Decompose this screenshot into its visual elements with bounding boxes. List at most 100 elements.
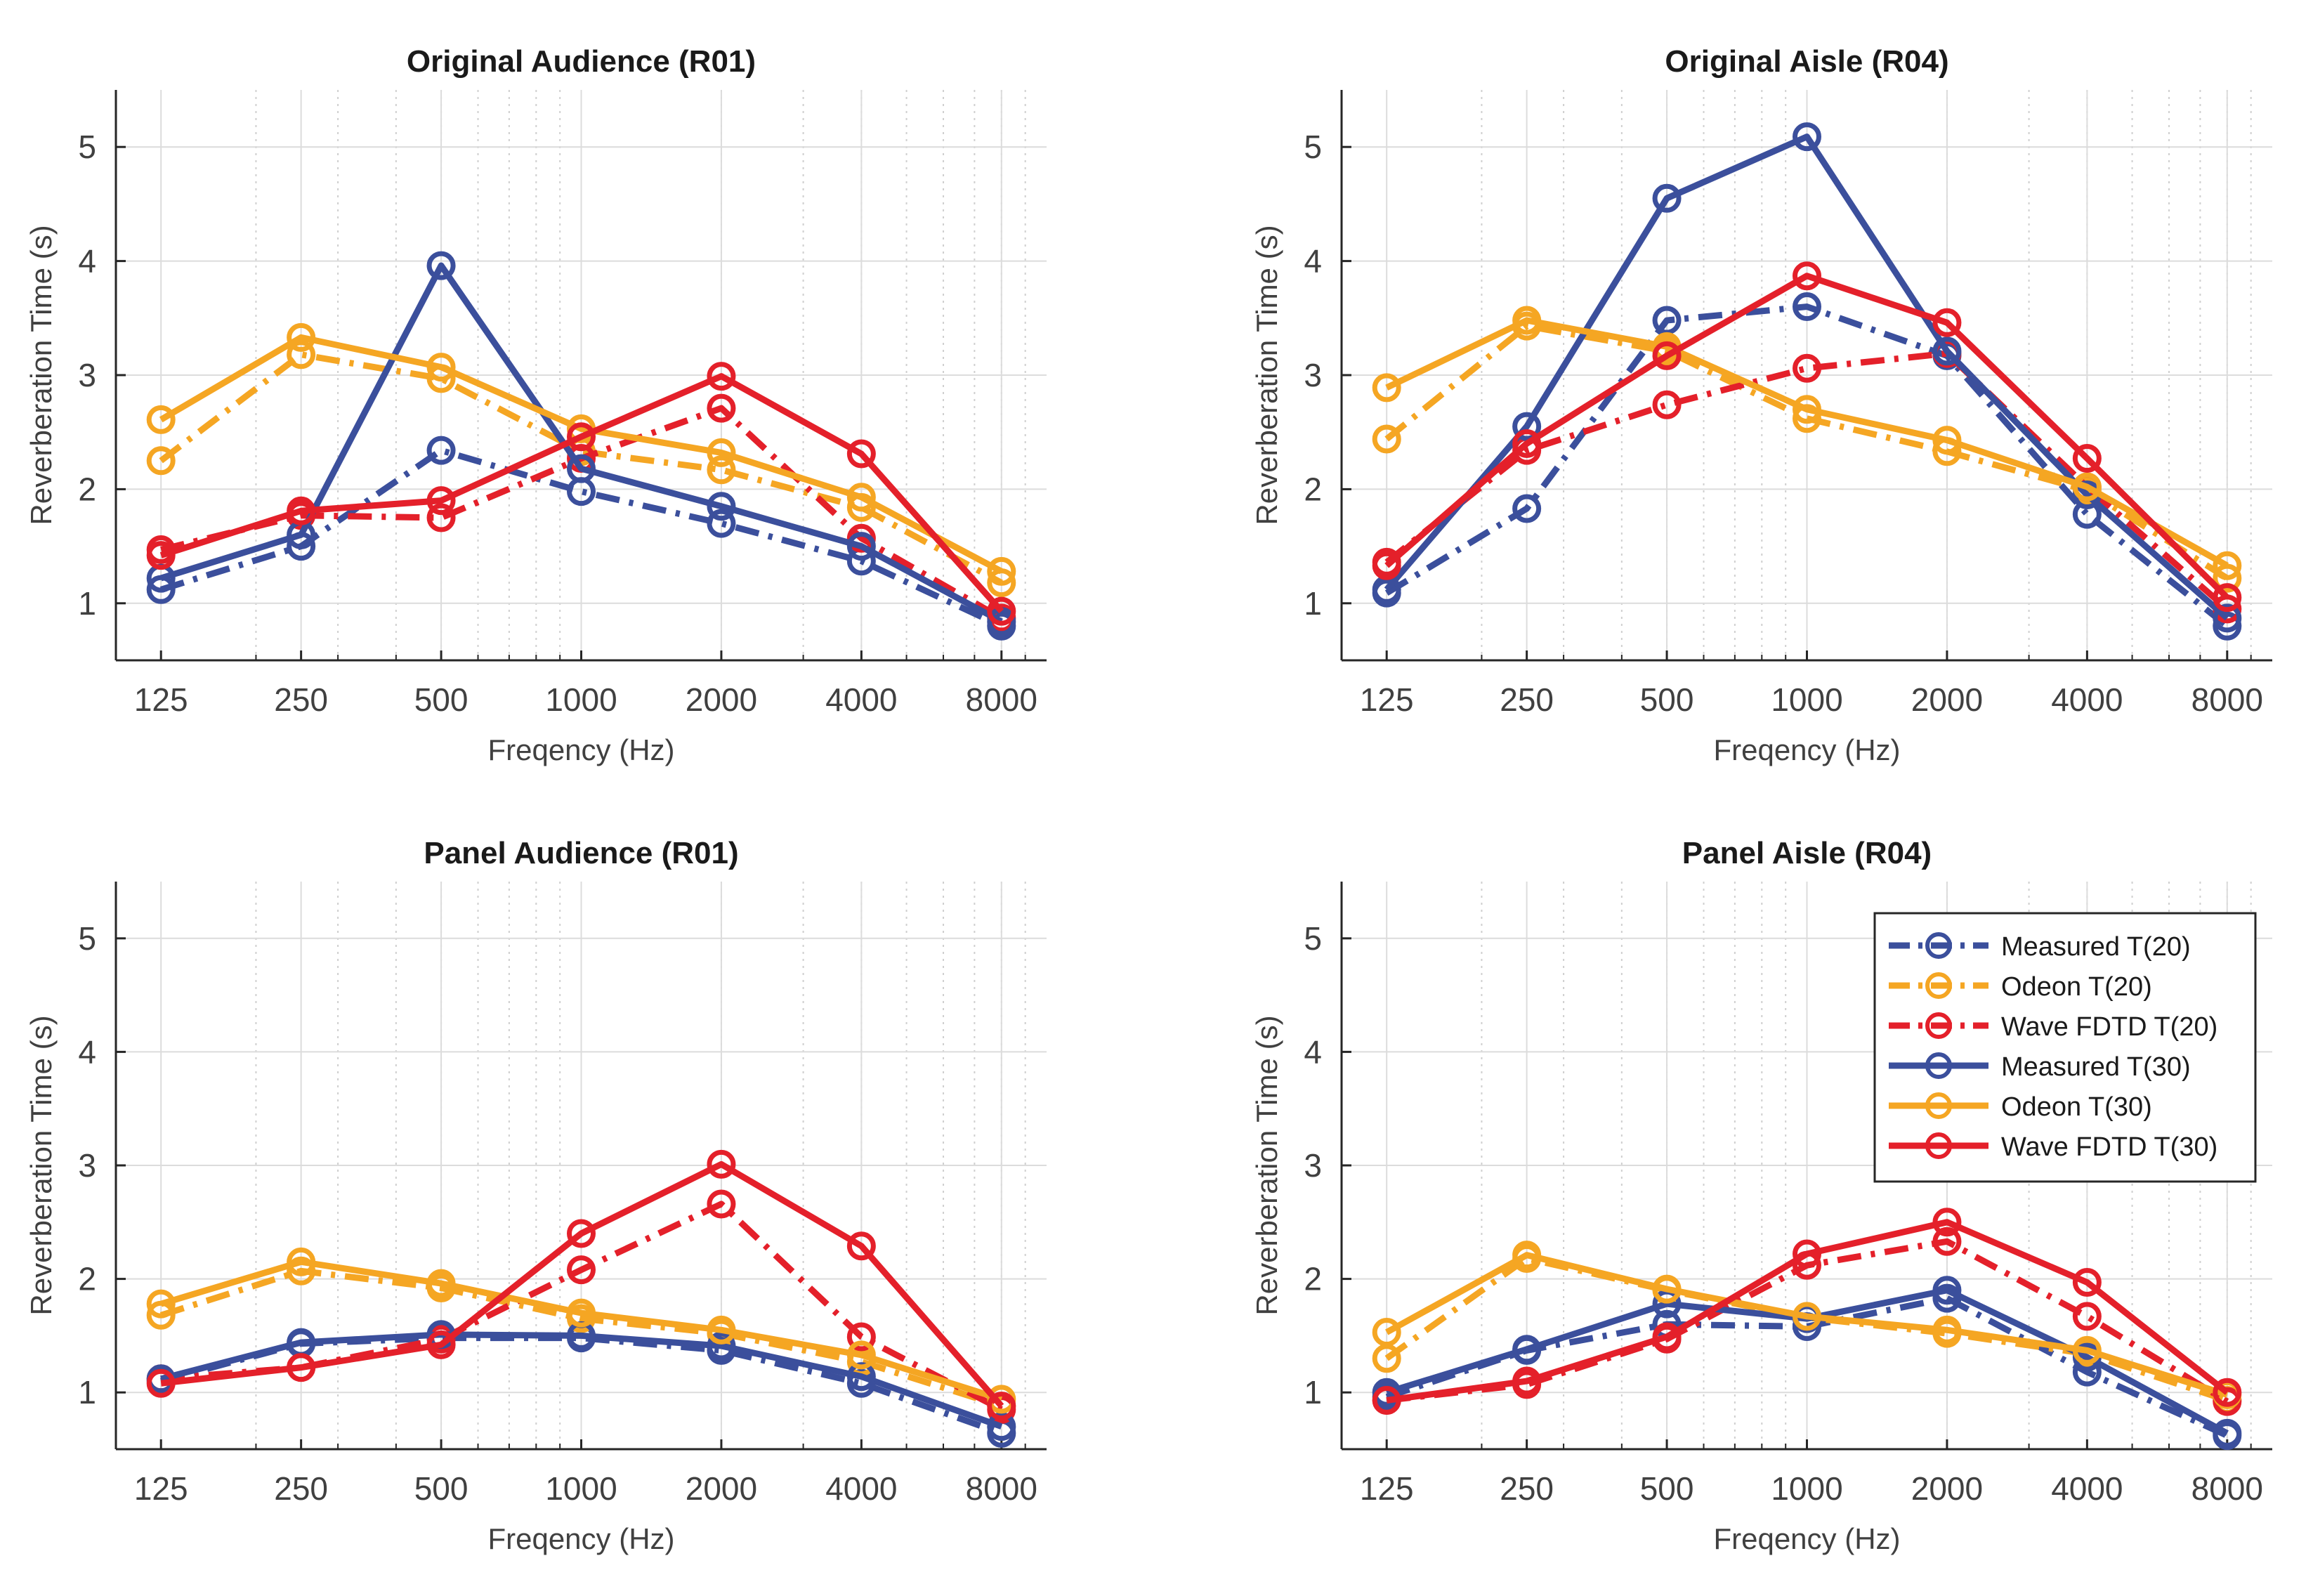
legend-entry: Wave FDTD T(20) xyxy=(1889,1012,2217,1042)
y-tick-label: 4 xyxy=(78,1033,96,1070)
legend-label: Measured T(20) xyxy=(2001,932,2191,962)
data-point-marker xyxy=(2072,444,2102,473)
y-axis-label: Reverberation Time (s) xyxy=(1250,1015,1283,1315)
data-point-marker xyxy=(2072,1335,2102,1365)
x-tick-label: 2000 xyxy=(686,681,757,718)
series-line xyxy=(159,1267,1003,1409)
data-point-marker xyxy=(426,503,456,532)
series-line xyxy=(1384,350,2229,612)
x-tick-label: 125 xyxy=(1360,681,1414,718)
data-point-marker xyxy=(707,1149,736,1179)
chart-title: Panel Audience (R01) xyxy=(424,836,738,870)
chart-title: Panel Aisle (R04) xyxy=(1682,836,1932,870)
x-tick-label: 8000 xyxy=(966,681,1037,718)
x-tick-label: 500 xyxy=(1640,681,1694,718)
y-tick-label: 3 xyxy=(78,357,96,393)
data-point-marker xyxy=(707,455,736,485)
y-tick-label: 5 xyxy=(1304,920,1322,957)
data-point-marker xyxy=(567,1255,596,1285)
data-point-marker xyxy=(1512,306,1542,335)
legend-marker-sample xyxy=(1925,972,1952,999)
y-tick-label: 4 xyxy=(1304,1033,1322,1070)
data-point-marker xyxy=(707,492,736,521)
data-point-marker xyxy=(2213,583,2242,613)
x-tick-label: 250 xyxy=(1500,1470,1554,1507)
data-point-marker xyxy=(1932,308,1962,337)
data-point-marker xyxy=(2213,551,2242,580)
y-tick-label: 3 xyxy=(1304,357,1322,393)
legend-marker-sample xyxy=(1925,1092,1952,1119)
data-point-marker xyxy=(2213,603,2242,633)
x-tick-label: 4000 xyxy=(825,681,897,718)
x-tick-label: 500 xyxy=(1640,1470,1694,1507)
data-point-marker xyxy=(2072,472,2102,502)
x-tick-label: 250 xyxy=(1500,681,1554,718)
y-tick-label: 5 xyxy=(78,920,96,957)
data-point-marker xyxy=(1793,1302,1821,1331)
data-point-marker xyxy=(987,1392,1016,1421)
series-odeon-t-30 xyxy=(146,1247,1016,1414)
data-point-marker xyxy=(426,1269,456,1298)
legend-marker-sample xyxy=(1925,1132,1952,1159)
series-line xyxy=(159,334,1003,575)
data-point-marker xyxy=(846,1322,876,1352)
data-point-marker xyxy=(1793,395,1821,424)
series-line xyxy=(160,1201,1003,1413)
data-point-marker xyxy=(426,436,456,465)
data-point-marker xyxy=(1932,336,1962,366)
chart-panel-3: 125 250 500 1000 2000 4000 8000 1 2 3 4 5 Panel Audi… xyxy=(25,836,1047,1555)
x-tick-label: 250 xyxy=(274,681,328,718)
data-point-marker xyxy=(1652,390,1682,419)
data-point-marker xyxy=(846,1231,876,1261)
y-tick-label: 4 xyxy=(78,243,96,280)
series-line xyxy=(1385,317,2229,569)
series-wave-fdtd-t-30 xyxy=(146,1149,1016,1421)
data-point-marker xyxy=(846,483,876,512)
data-point-marker xyxy=(1372,424,1401,454)
data-point-marker xyxy=(707,1189,736,1219)
data-point-marker xyxy=(426,353,456,382)
x-axis-label: Freqency (Hz) xyxy=(487,1522,674,1555)
x-tick-label: 2000 xyxy=(1911,681,1983,718)
series-line xyxy=(1384,133,2229,621)
data-point-marker xyxy=(1372,1386,1401,1415)
legend-label: Wave FDTD T(30) xyxy=(2001,1132,2217,1162)
x-tick-label: 8000 xyxy=(966,1470,1037,1507)
data-point-marker xyxy=(287,340,316,369)
chart-title: Original Aisle (R04) xyxy=(1665,44,1948,79)
data-point-marker xyxy=(1932,1315,1962,1345)
x-axis-label: Freqency (Hz) xyxy=(1713,1522,1900,1555)
data-point-marker xyxy=(426,1330,456,1359)
series-line xyxy=(160,1160,1004,1408)
data-point-marker xyxy=(146,405,176,434)
x-tick-label: 125 xyxy=(134,681,188,718)
data-point-marker xyxy=(1512,494,1542,523)
x-tick-label: 4000 xyxy=(2051,1470,2123,1507)
data-point-marker xyxy=(146,446,176,476)
y-tick-label: 5 xyxy=(1304,129,1322,165)
data-point-marker xyxy=(567,454,596,483)
data-point-marker xyxy=(1372,373,1401,403)
x-tick-label: 125 xyxy=(1360,1470,1414,1507)
data-point-marker xyxy=(567,1219,596,1248)
x-tick-label: 250 xyxy=(274,1470,328,1507)
data-point-marker xyxy=(707,362,736,391)
x-tick-label: 500 xyxy=(414,681,469,718)
y-tick-label: 4 xyxy=(1304,243,1322,280)
data-point-marker xyxy=(146,1289,176,1319)
series-line xyxy=(1386,1219,2229,1404)
series-wave-fdtd-t-30 xyxy=(1372,261,2242,613)
x-tick-label: 500 xyxy=(414,1470,469,1507)
y-tick-label: 2 xyxy=(78,471,96,507)
series-measured-t-20 xyxy=(1372,292,2242,641)
data-point-marker xyxy=(1372,551,1401,580)
legend-entry: Measured T(30) xyxy=(1889,1052,2191,1082)
data-point-marker xyxy=(426,486,456,516)
chart-panel-2: 125 250 500 1000 2000 4000 8000 1 2 3 4 5 Original A… xyxy=(1250,44,2272,766)
series-line xyxy=(159,1258,1003,1403)
legend-entry: Wave FDTD T(30) xyxy=(1889,1132,2217,1162)
data-point-marker xyxy=(1512,1366,1542,1396)
data-point-marker xyxy=(567,1298,596,1328)
data-point-marker xyxy=(1932,426,1962,455)
data-point-marker xyxy=(146,541,176,570)
